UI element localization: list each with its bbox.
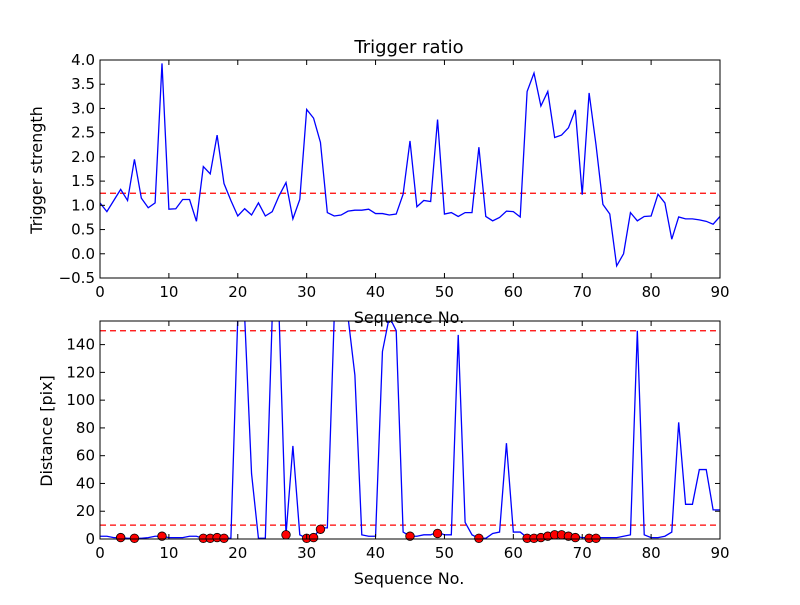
- bottom-panel: Sequence No. Distance [pix] 0 10 20 30 40 50 6…: [37, 320, 730, 588]
- bottom-marker-point-6: [219, 533, 229, 544]
- top-x-tick-label: 80: [642, 283, 661, 301]
- bottom-y-tick-label: 40: [76, 474, 95, 492]
- top-x-tick-label: 0: [95, 283, 105, 301]
- bottom-marker-point-21: [570, 532, 581, 543]
- top-plot-area: [100, 63, 720, 268]
- top-y-tick-label: 0.5: [71, 221, 95, 239]
- top-x-tick-label: 50: [435, 283, 454, 301]
- bottom-marker-point-1: [129, 533, 140, 544]
- top-y-tick-label: −0.5: [59, 269, 95, 287]
- bottom-marker-point-23: [591, 533, 601, 544]
- bottom-x-tick-label: 50: [435, 544, 454, 562]
- bottom-marker-point-0: [115, 532, 126, 543]
- top-ylabel: Trigger strength: [27, 106, 46, 235]
- top-panel: Trigger ratio Sequence No. Trigger stren…: [27, 37, 730, 327]
- top-y-tick-label: 3.0: [71, 99, 95, 117]
- bottom-y-tick-label: 0: [85, 530, 95, 548]
- bottom-marker-point-7: [281, 530, 291, 540]
- bottom-x-tick-label: 40: [366, 544, 385, 562]
- bottom-marker-point-2: [157, 531, 167, 541]
- top-chart-title: Trigger ratio: [353, 37, 463, 58]
- top-y-tick-label: 3.5: [71, 75, 95, 93]
- top-x-tick-label: 90: [710, 283, 729, 301]
- bottom-marker-point-13: [474, 533, 484, 544]
- top-series-line-0: [100, 63, 720, 268]
- bottom-marker-point-12: [432, 528, 443, 539]
- bottom-x-tick-label: 30: [297, 544, 316, 562]
- bottom-x-tick-label: 10: [159, 544, 178, 562]
- bottom-marker-point-11: [405, 531, 415, 541]
- bottom-x-tick-label: 70: [573, 544, 592, 562]
- top-xlabel: Sequence No.: [354, 308, 465, 327]
- top-x-tick-label: 70: [573, 283, 592, 301]
- top-y-tick-label: 4.0: [71, 51, 95, 69]
- bottom-y-tick-label: 140: [66, 336, 95, 354]
- bottom-y-tick-label: 100: [66, 391, 95, 409]
- bottom-x-tick-label: 90: [710, 544, 729, 562]
- bottom-x-tick-label: 80: [642, 544, 661, 562]
- top-x-tick-label: 30: [297, 283, 316, 301]
- bottom-x-tick-label: 60: [504, 544, 523, 562]
- bottom-marker-point-9: [308, 532, 319, 543]
- bottom-ylabel: Distance [pix]: [37, 375, 56, 487]
- top-y-tick-label: 1.0: [71, 196, 95, 214]
- top-y-tick-label: 1.5: [71, 172, 95, 190]
- bottom-marker-point-10: [315, 524, 326, 534]
- bottom-x-tick-label: 0: [95, 544, 105, 562]
- top-y-tick-label: 0.0: [71, 245, 95, 263]
- top-x-tick-label: 20: [228, 283, 247, 301]
- top-x-tick-label: 40: [366, 283, 385, 301]
- bottom-y-tick-label: 60: [76, 447, 95, 465]
- top-x-tick-label: 10: [159, 283, 178, 301]
- top-axes-frame: [99, 59, 721, 279]
- bottom-y-tick-label: 80: [76, 419, 95, 437]
- top-y-tick-label: 2.0: [71, 148, 95, 166]
- bottom-xlabel: Sequence No.: [354, 569, 465, 588]
- top-y-tick-label: 2.5: [71, 124, 95, 142]
- bottom-axes-frame: [99, 320, 721, 540]
- bottom-y-tick-label: 120: [66, 363, 95, 381]
- bottom-x-tick-label: 20: [228, 544, 247, 562]
- bottom-y-tick-label: 20: [76, 502, 95, 520]
- top-x-tick-label: 60: [504, 283, 523, 301]
